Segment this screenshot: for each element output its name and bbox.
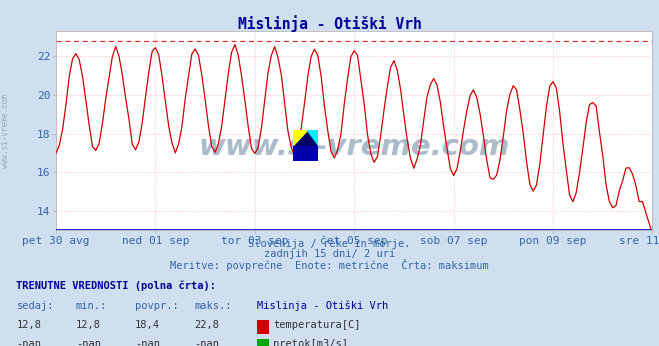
Polygon shape: [307, 130, 318, 145]
Text: maks.:: maks.:: [194, 301, 232, 311]
Polygon shape: [293, 130, 307, 145]
Text: Slovenija / reke in morje.: Slovenija / reke in morje.: [248, 239, 411, 249]
Text: Meritve: povprečne  Enote: metrične  Črta: maksimum: Meritve: povprečne Enote: metrične Črta:…: [170, 259, 489, 271]
Text: -nan: -nan: [194, 339, 219, 346]
Text: pretok[m3/s]: pretok[m3/s]: [273, 339, 349, 346]
Text: 12,8: 12,8: [16, 320, 42, 330]
Polygon shape: [293, 130, 318, 145]
Text: 18,4: 18,4: [135, 320, 160, 330]
Text: 22,8: 22,8: [194, 320, 219, 330]
Text: Mislinja - Otiški Vrh: Mislinja - Otiški Vrh: [257, 301, 388, 311]
Text: www.si-vreme.com: www.si-vreme.com: [198, 133, 510, 161]
Text: -nan: -nan: [16, 339, 42, 346]
Polygon shape: [293, 145, 318, 161]
Text: www.si-vreme.com: www.si-vreme.com: [1, 94, 10, 169]
Text: -nan: -nan: [135, 339, 160, 346]
Text: 12,8: 12,8: [76, 320, 101, 330]
Text: Mislinja - Otiški Vrh: Mislinja - Otiški Vrh: [238, 16, 421, 33]
Text: TRENUTNE VREDNOSTI (polna črta):: TRENUTNE VREDNOSTI (polna črta):: [16, 280, 216, 291]
Text: -nan: -nan: [76, 339, 101, 346]
Text: zadnjih 15 dni/ 2 uri: zadnjih 15 dni/ 2 uri: [264, 249, 395, 259]
Text: min.:: min.:: [76, 301, 107, 311]
Text: povpr.:: povpr.:: [135, 301, 179, 311]
Text: sedaj:: sedaj:: [16, 301, 54, 311]
Text: temperatura[C]: temperatura[C]: [273, 320, 361, 330]
